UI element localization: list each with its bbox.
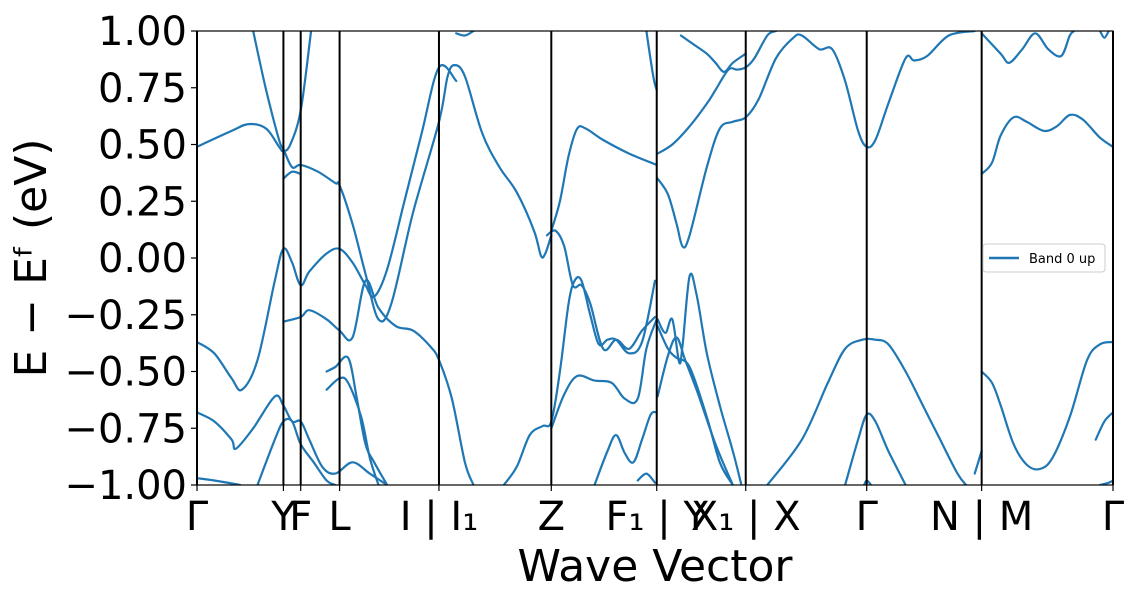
- band-segment-28: [980, 340, 1113, 471]
- band-segment-21: [656, 325, 734, 485]
- band-segment-11: [550, 125, 658, 232]
- band-segment-13: [550, 318, 658, 430]
- legend-entry-label: Band 0 up: [1029, 252, 1095, 267]
- band-segment-33: [455, 31, 475, 37]
- band-lines: [197, 31, 1113, 485]
- band-segment-29: [973, 449, 983, 475]
- band-segment-19: [656, 272, 743, 485]
- band-segment-3: [197, 64, 458, 392]
- band-segment-16: [645, 31, 658, 92]
- y-tick-label-7: 0.75: [98, 66, 187, 112]
- band-segment-27: [980, 113, 1113, 176]
- band-segment-10: [502, 276, 657, 485]
- high-symmetry-lines: [196, 31, 1114, 485]
- x-tick-label-6: F₁ | Y: [606, 494, 709, 540]
- band-segment-22: [679, 34, 747, 73]
- band-segment-14: [593, 410, 658, 485]
- legend-box: [982, 243, 1106, 273]
- x-tick-label-0: Γ: [186, 494, 209, 540]
- y-tick-label-3: −0.25: [64, 293, 187, 339]
- band-segment-24: [844, 412, 907, 485]
- x-axis-ticks: Γ YF L I | I₁ Z F₁ | YX₁ | X Γ N | M Γ: [186, 485, 1125, 540]
- y-tick-label-0: −1.00: [64, 463, 187, 509]
- y-tick-label-5: 0.25: [98, 179, 187, 225]
- band-segment-0: [197, 31, 313, 153]
- x-tick-label-8: Γ: [856, 494, 879, 540]
- x-tick-label-4: I | I₁: [400, 494, 479, 540]
- plot-frame: [196, 30, 1114, 486]
- band-segment-32: [1098, 31, 1110, 39]
- x-tick-label-9: N | M: [930, 494, 1033, 540]
- band-segment-31: [1098, 479, 1113, 485]
- band-segment-15: [636, 472, 657, 484]
- band-segment-12: [545, 229, 657, 352]
- y-tick-label-2: −0.50: [64, 350, 187, 396]
- y-axis-label: E − Eᶠ (eV): [6, 139, 57, 378]
- band-segment-18: [656, 31, 976, 249]
- band-segment-2: [282, 170, 302, 180]
- y-tick-label-1: −0.75: [64, 406, 187, 452]
- band-segment-23: [766, 337, 968, 485]
- band-segment-26: [980, 31, 1076, 64]
- band-segment-4: [282, 279, 475, 485]
- band-segment-7: [256, 417, 337, 485]
- x-axis-label: Wave Vector: [518, 541, 794, 592]
- x-tick-label-5: Z: [538, 494, 565, 540]
- legend: Band 0 up: [982, 243, 1106, 273]
- x-tick-label-1: Y: [270, 494, 296, 540]
- band-segment-8: [325, 355, 389, 485]
- band-segment-9: [325, 376, 380, 485]
- band-segment-6: [197, 477, 242, 485]
- y-axis-ticks: −1.00 −0.75 −0.50 −0.25 0.00 0.25 0.50 0.75 1.00: [64, 9, 197, 509]
- y-tick-label-4: 0.00: [98, 236, 187, 282]
- x-tick-label-10: Γ: [1102, 494, 1125, 540]
- band-segment-30: [1094, 411, 1113, 441]
- x-tick-label-7: X₁ | X: [691, 494, 801, 540]
- x-tick-label-2: F: [289, 494, 312, 540]
- y-tick-label-8: 1.00: [98, 9, 187, 55]
- band-segment-1: [252, 31, 553, 323]
- y-tick-label-6: 0.50: [98, 123, 187, 169]
- x-tick-label-3: L: [328, 494, 351, 540]
